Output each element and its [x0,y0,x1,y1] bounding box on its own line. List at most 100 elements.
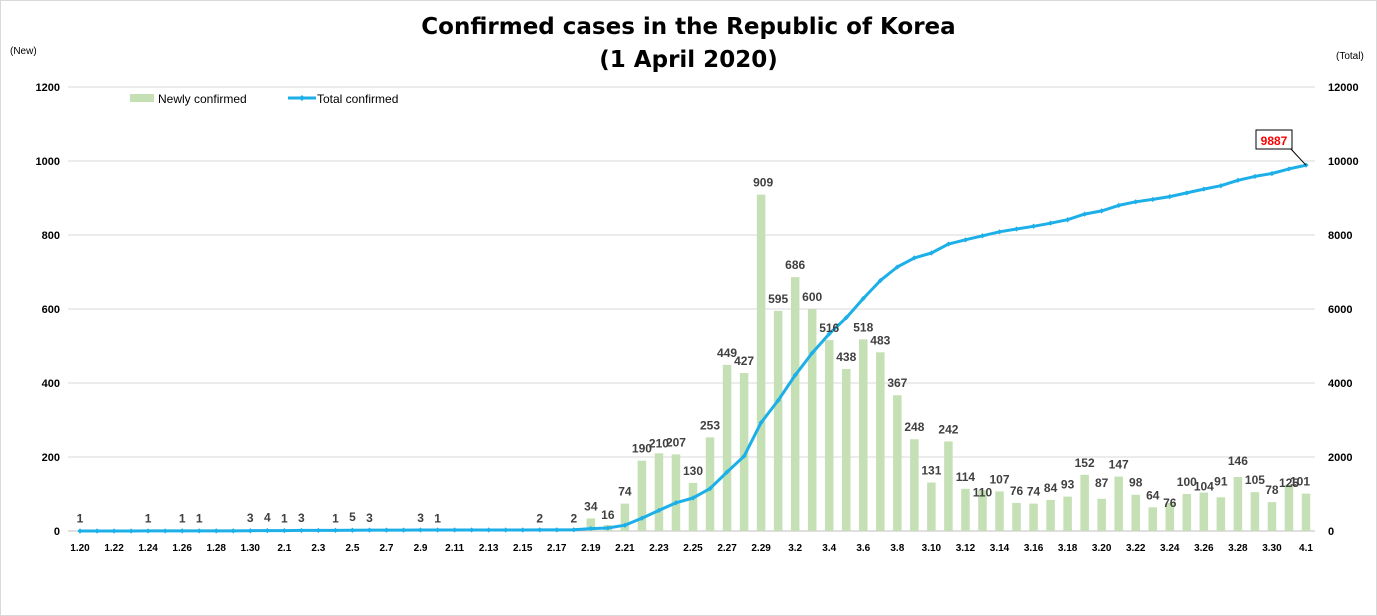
total-marker [349,527,356,533]
total-marker [571,527,577,533]
bar-data-label: 600 [802,290,822,304]
bar-newly-confirmed [1097,498,1106,531]
bar-newly-confirmed [1063,496,1072,531]
total-marker [230,528,236,534]
bar-newly-confirmed [910,439,919,531]
total-marker [298,527,304,534]
y-right-tick-label: 6000 [1328,304,1352,316]
bar-newly-confirmed [1267,502,1277,531]
total-marker [775,397,781,404]
bar-data-label: 909 [753,176,773,190]
total-marker [945,241,952,247]
bar-data-label: 100 [1177,475,1197,489]
x-tick-label: 2.15 [513,543,533,554]
total-marker [996,229,1003,235]
total-marker [622,522,628,528]
bar-newly-confirmed [1029,503,1038,531]
bar-newly-confirmed [637,460,647,531]
callout-leader [1289,147,1307,166]
bar-newly-confirmed [773,310,783,531]
total-marker [554,527,560,533]
total-marker [792,372,798,378]
x-tick-label: 3.28 [1228,543,1248,554]
bar-data-label: 147 [1109,458,1129,472]
total-marker [145,528,151,534]
total-marker [860,295,866,302]
x-tick-label: 2.13 [479,543,499,554]
y-left-tick-label: 1000 [36,156,60,168]
x-tick-label: 2.1 [277,543,291,554]
total-marker [281,527,287,534]
y-right-tick-label: 4000 [1328,378,1352,390]
x-tick-label: 2.9 [414,543,428,554]
bar-newly-confirmed [1080,474,1089,531]
total-marker [928,250,934,256]
bar-newly-confirmed [1301,493,1311,531]
bar-data-label: 1 [77,512,84,526]
bar-data-label: 91 [1214,474,1228,488]
total-marker [417,527,424,533]
total-marker [179,528,185,534]
right-axis-unit: (Total) [1336,51,1364,62]
x-tick-label: 3.10 [922,543,942,554]
x-tick-label: 3.18 [1058,543,1078,554]
bar-data-label: 1 [281,512,288,526]
x-tick-label: 3.2 [788,543,802,554]
bar-data-label: 427 [734,354,754,368]
total-marker [486,527,492,533]
y-left-tick-label: 0 [54,526,60,538]
bar-data-label: 449 [717,346,737,360]
bar-data-label: 74 [1027,485,1041,499]
legend-marker-total-confirmed [299,95,305,101]
x-tick-label: 2.21 [615,543,635,554]
total-marker [1116,202,1122,209]
bar-newly-confirmed [1012,502,1021,531]
y-left-tick-label: 800 [42,230,60,242]
bar-data-label: 438 [836,350,856,364]
bar-data-label: 190 [632,442,652,456]
bar-newly-confirmed [824,340,834,531]
bar-newly-confirmed [756,194,766,532]
chart-subtitle: (1 April 2020) [599,47,778,73]
x-tick-label: 1.26 [172,543,192,554]
legend-label-total-confirmed: Total confirmed [317,92,398,106]
total-marker [1030,223,1037,229]
x-tick-label: 3.30 [1262,543,1282,554]
total-marker [1218,183,1224,189]
bar-newly-confirmed [807,309,817,531]
y-right-tick-label: 8000 [1328,230,1352,242]
total-marker [94,528,100,534]
x-tick-label: 2.17 [547,543,567,554]
bar-newly-confirmed [671,454,681,531]
total-marker [758,419,764,426]
total-marker [894,264,900,270]
x-tick-label: 1.22 [104,543,124,554]
bar-newly-confirmed [688,482,698,531]
bar-newly-confirmed [893,395,902,531]
bar-data-label: 248 [904,420,924,434]
bar-data-label: 93 [1061,478,1075,492]
bar-newly-confirmed [1250,492,1260,531]
bar-data-label: 516 [819,321,839,335]
x-tick-label: 1.24 [138,543,158,554]
bar-newly-confirmed [841,368,851,531]
total-marker [1047,220,1054,226]
total-marker [1167,194,1173,200]
x-tick-label: 2.23 [649,543,669,554]
bar-data-label: 131 [921,464,941,478]
y-right-tick-label: 2000 [1328,452,1352,464]
bar-newly-confirmed [1233,476,1243,531]
bar-data-label: 16 [601,508,615,522]
bar-newly-confirmed [1182,494,1192,531]
bar-data-label: 130 [683,464,703,478]
total-marker [1065,217,1071,223]
bar-newly-confirmed [620,503,630,531]
total-marker [639,515,645,521]
total-marker [264,527,270,534]
total-marker [826,331,832,337]
total-marker [707,485,713,492]
total-marker [247,528,253,534]
bar-data-label: 242 [938,422,958,436]
x-tick-label: 3.8 [890,543,904,554]
